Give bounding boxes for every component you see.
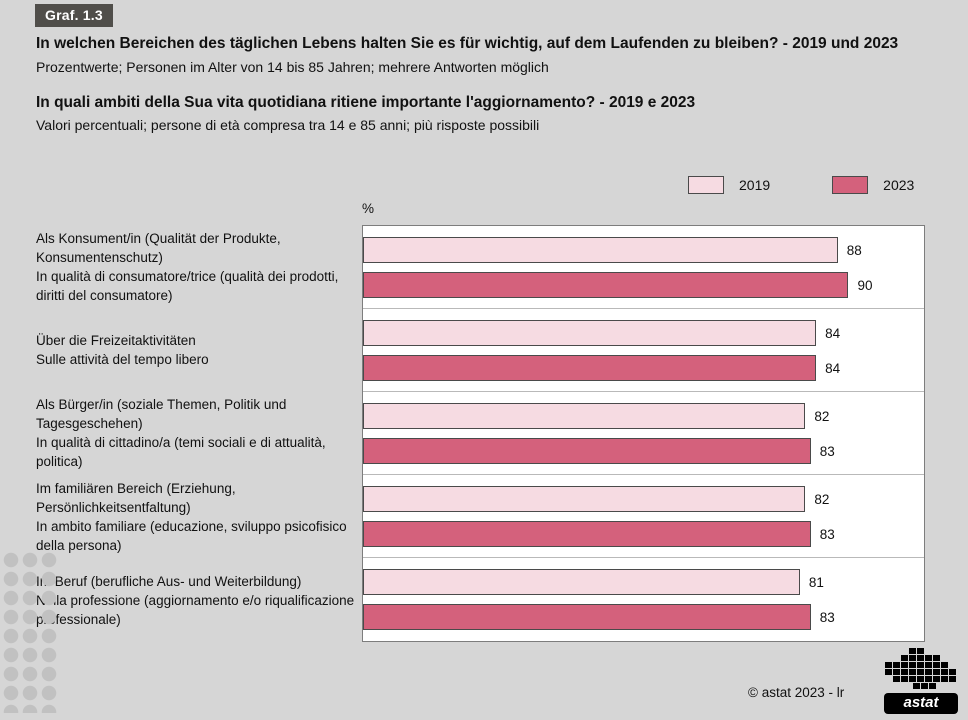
bar-2023 bbox=[363, 355, 817, 381]
bar-group: 81 83 bbox=[363, 558, 924, 641]
bar-group: 82 83 bbox=[363, 475, 924, 558]
value-label: 83 bbox=[819, 526, 835, 542]
bar-2023 bbox=[363, 438, 811, 464]
category-label: Als Bürger/in (soziale Themen, Politik u… bbox=[36, 397, 326, 470]
plot-area: 88 90 84 84 82 83 82 83 81 83 bbox=[362, 225, 925, 642]
bar-2019 bbox=[363, 486, 806, 512]
axis-unit-label: % bbox=[362, 201, 375, 216]
bar-2019 bbox=[363, 403, 806, 429]
bar-2023 bbox=[363, 604, 811, 630]
legend-label-2019: 2019 bbox=[739, 177, 771, 193]
bar-group: 84 84 bbox=[363, 309, 924, 392]
value-label: 83 bbox=[819, 443, 835, 459]
value-label: 81 bbox=[808, 574, 824, 590]
value-label: 88 bbox=[846, 242, 862, 258]
category-label: Im Beruf (berufliche Aus- und Weiterbild… bbox=[36, 573, 355, 627]
bar-group: 82 83 bbox=[363, 392, 924, 475]
astat-logo: astat bbox=[884, 648, 958, 716]
value-label: 84 bbox=[825, 360, 841, 376]
category-labels: Als Konsument/in (Qualität der Produkte,… bbox=[36, 225, 358, 642]
bar-2023 bbox=[363, 272, 849, 298]
astat-logo-text: astat bbox=[884, 693, 958, 714]
legend-label-2023: 2023 bbox=[883, 177, 915, 193]
legend: 2019 2023 bbox=[688, 176, 914, 194]
category-label: Über die Freizeitaktivitäten Sulle attivi… bbox=[36, 333, 209, 368]
title-german: In welchen Bereichen des täglichen Leben… bbox=[36, 35, 899, 52]
bar-2019 bbox=[363, 237, 838, 263]
category-label: Im familiären Bereich (Erziehung, Persön… bbox=[36, 480, 347, 553]
value-label: 90 bbox=[857, 277, 873, 293]
bar-group: 88 90 bbox=[363, 226, 924, 309]
graf-number-badge: Graf. 1.3 bbox=[35, 4, 113, 27]
legend-swatch-2019 bbox=[688, 176, 724, 194]
copyright-text: © astat 2023 - lr bbox=[748, 685, 845, 700]
value-label: 82 bbox=[814, 491, 830, 507]
subtitle-italian: Valori percentuali; persone di età compr… bbox=[36, 117, 540, 133]
title-block: In welchen Bereichen des täglichen Leben… bbox=[36, 32, 936, 135]
bar-2019 bbox=[363, 569, 800, 595]
bar-2019 bbox=[363, 320, 817, 346]
title-italian: In quali ambiti della Sua vita quotidian… bbox=[36, 94, 696, 111]
astat-map-icon bbox=[885, 648, 956, 689]
subtitle-german: Prozentwerte; Personen im Alter von 14 b… bbox=[36, 59, 549, 75]
value-label: 84 bbox=[825, 325, 841, 341]
category-label: Als Konsument/in (Qualität der Produkte,… bbox=[36, 230, 339, 303]
legend-swatch-2023 bbox=[832, 176, 869, 194]
value-label: 83 bbox=[819, 609, 835, 625]
bar-2023 bbox=[363, 521, 811, 547]
value-label: 82 bbox=[814, 408, 830, 424]
decorative-dots bbox=[2, 551, 60, 713]
